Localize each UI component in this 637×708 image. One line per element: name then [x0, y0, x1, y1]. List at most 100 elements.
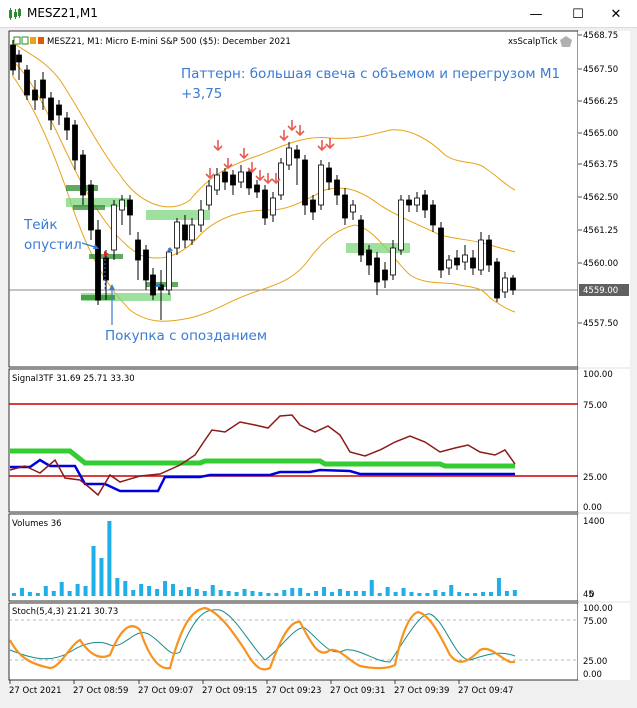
volume-bar — [314, 591, 319, 596]
price-label: 4566.25 — [583, 97, 618, 107]
title-bar[interactable]: MESZ21,M1 — ☐ ✕ — [0, 0, 637, 28]
candle-body — [510, 277, 516, 291]
volume-bar — [481, 592, 486, 596]
candle-body — [286, 147, 292, 166]
candle-body — [270, 197, 276, 216]
candle-body — [48, 97, 54, 121]
buy-pointer-head — [109, 284, 115, 290]
candle-body — [262, 189, 268, 219]
zone-7 — [81, 293, 171, 301]
chart-header-text: MESZ21, M1: Micro E-mini S&P 500 ($5): D… — [47, 37, 291, 47]
volume-bar — [385, 587, 390, 596]
volume-level-max: 1400 — [583, 517, 605, 527]
candle-body — [16, 54, 22, 63]
sell-arrow — [213, 140, 223, 152]
time-label: 27 Oct 09:39 — [394, 686, 449, 696]
volume-bar — [43, 586, 48, 596]
time-label: 27 Oct 09:31 — [330, 686, 385, 696]
volume-bar — [147, 586, 152, 596]
take-pointer-head — [93, 244, 99, 249]
candle-body — [174, 221, 180, 249]
candle-body — [414, 197, 420, 206]
volume-bar — [441, 592, 446, 596]
stoch-signal-line — [9, 609, 516, 663]
volume-bars — [12, 521, 517, 596]
volume-bar — [266, 593, 271, 596]
volume-bar — [171, 584, 175, 596]
volume-bar — [242, 589, 247, 596]
volume-bar — [202, 591, 207, 596]
volume-bar — [12, 593, 16, 596]
stoch-level-100: 100.00 — [583, 604, 613, 614]
volume-bar — [194, 589, 199, 596]
signal-green-line — [10, 448, 515, 469]
upper-band — [11, 41, 516, 208]
stoch-label: Stoch(5,4,3) 21.21 30.73 — [12, 607, 118, 617]
sell-arrow — [271, 173, 281, 185]
signal-panel[interactable] — [8, 368, 579, 513]
volume-panel[interactable] — [8, 513, 579, 602]
minimize-button[interactable]: — — [529, 6, 543, 22]
sell-arrow — [239, 148, 249, 160]
candle-body — [390, 247, 396, 276]
candle-body — [206, 185, 212, 206]
volume-bar — [139, 584, 144, 596]
zone-6 — [146, 282, 178, 287]
price-scale[interactable] — [578, 31, 630, 367]
time-label: 27 Oct 08:59 — [73, 686, 128, 696]
candle-body — [318, 164, 324, 206]
sell-arrows — [205, 120, 335, 185]
volume-bar — [409, 592, 414, 596]
candle-body — [222, 171, 228, 183]
candle-body — [127, 199, 133, 216]
volume-bar — [290, 588, 295, 596]
price-panel[interactable] — [8, 30, 579, 368]
volume-bar — [353, 591, 358, 596]
volume-bar — [115, 578, 120, 596]
sell-arrow — [205, 168, 215, 180]
signal-blue-line — [10, 458, 515, 493]
candle-body — [95, 229, 101, 301]
signal-level-75: 75.00 — [583, 401, 607, 411]
close-button[interactable]: ✕ — [610, 6, 622, 22]
volume-bar — [369, 580, 374, 596]
candle-body — [32, 89, 38, 101]
candle-body — [478, 239, 484, 271]
zone-2 — [66, 198, 130, 207]
trade-icon — [38, 37, 44, 44]
candle-body — [494, 261, 500, 299]
volume-scale — [578, 514, 630, 601]
volume-bar — [19, 588, 24, 596]
volume-bar — [417, 593, 422, 596]
stoch-panel[interactable] — [8, 602, 579, 681]
candle-body — [103, 257, 109, 281]
candle-body — [64, 117, 70, 131]
price-label: 4557.50 — [583, 319, 618, 329]
volume-bar — [306, 593, 311, 596]
volume-bar — [473, 593, 478, 596]
volume-bar — [107, 521, 112, 596]
volume-bar — [322, 587, 327, 596]
volume-level-0: 0 — [589, 590, 594, 600]
candle-body — [119, 199, 125, 211]
chart-type-icon-2 — [21, 36, 29, 45]
candle-body — [40, 79, 46, 99]
stoch-level-25: 25.00 — [583, 657, 607, 667]
zone-9 — [346, 243, 410, 253]
price-scale-labels: 4568.75 4567.50 4566.25 4565.00 4563.75 4562.… — [578, 31, 618, 329]
volume-bar — [210, 585, 215, 596]
volume-bar — [91, 546, 96, 596]
volume-bar — [83, 586, 88, 596]
chart-app-icon — [9, 8, 21, 20]
window-title: MESZ21,M1 — [27, 6, 98, 20]
trade-markers — [104, 247, 173, 290]
candle-body — [430, 204, 436, 226]
price-label: 4561.25 — [583, 226, 618, 236]
time-label: 27 Oct 09:07 — [138, 686, 193, 696]
chart-area[interactable]: MESZ21, M1: Micro E-mini S&P 500 ($5): D… — [0, 28, 637, 708]
maximize-button[interactable]: ☐ — [572, 6, 584, 22]
candle-body — [438, 227, 444, 271]
chart-type-icon — [13, 36, 21, 45]
candle-body — [254, 184, 260, 193]
volume-bar — [512, 590, 517, 596]
